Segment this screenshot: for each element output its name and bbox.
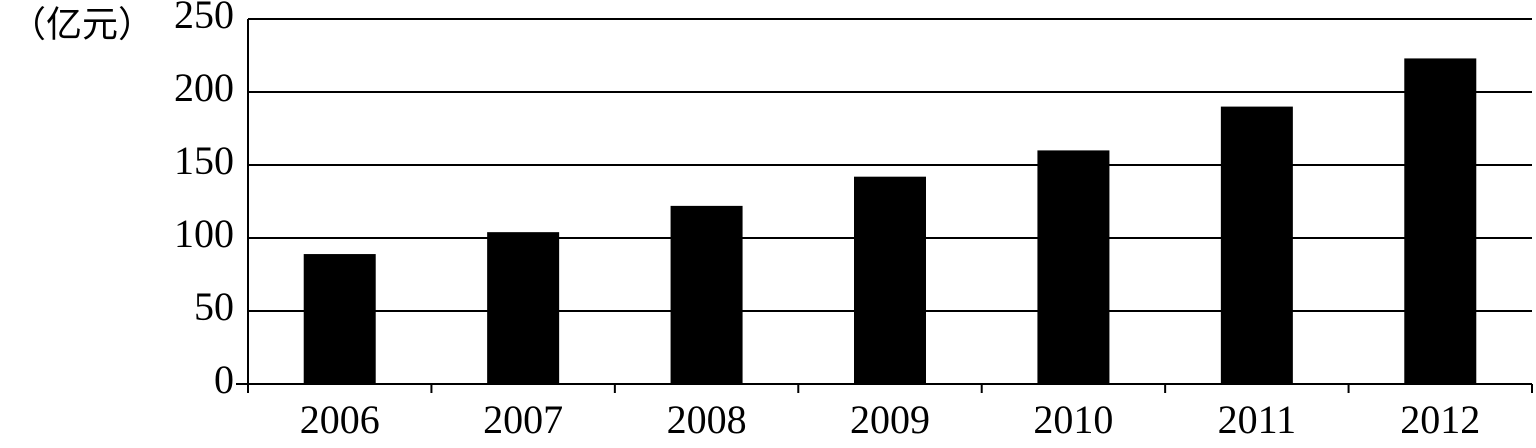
y-tick-label: 250 (174, 0, 234, 37)
x-tick-label: 2008 (667, 397, 747, 442)
bar (487, 232, 560, 384)
bar (303, 254, 376, 384)
x-tick-label: 2006 (300, 397, 380, 442)
y-tick-label: 50 (194, 284, 234, 329)
y-tick-label: 0 (214, 357, 234, 402)
bar (1037, 150, 1110, 384)
x-tick-label: 2011 (1218, 397, 1297, 442)
x-tick-label: 2010 (1033, 397, 1113, 442)
x-tick-label: 2012 (1400, 397, 1480, 442)
x-tick-label: 2007 (483, 397, 563, 442)
y-tick-label: 200 (174, 65, 234, 110)
bar (854, 176, 926, 384)
bar (1220, 106, 1293, 384)
bar (1404, 58, 1477, 385)
y-tick-label: 100 (174, 211, 234, 256)
y-axis-label: （亿元） (10, 4, 154, 44)
bar (670, 205, 743, 384)
y-tick-label: 150 (174, 138, 234, 183)
x-tick-label: 2009 (850, 397, 930, 442)
